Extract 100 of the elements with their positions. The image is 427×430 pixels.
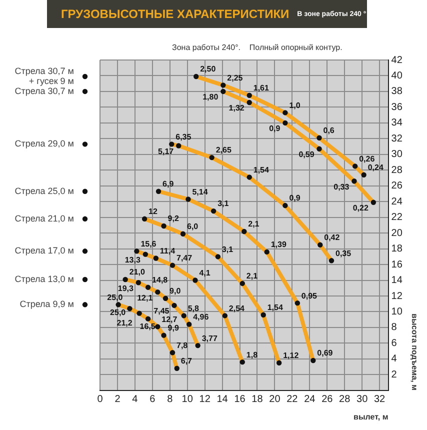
annotation: 2,25: [227, 73, 244, 82]
annotation: 1,54: [253, 165, 270, 174]
x-tick-label: 8: [167, 394, 174, 406]
annotation: 16,5: [140, 322, 156, 332]
annotation: 0,33: [334, 182, 350, 192]
x-tick-label: 20: [269, 394, 281, 406]
legend-label: Стрела 17,0 м: [14, 246, 74, 256]
annotation: 1,39: [270, 240, 287, 250]
annotation: 1,12: [283, 351, 300, 360]
annotation: 12,7: [162, 314, 178, 324]
x-tick-label: 28: [339, 394, 351, 406]
annotation: 0,42: [324, 233, 340, 242]
chart-title: ГРУЗОВЫСОТНЫЕ ХАРАКТЕРИСТИКИ: [61, 7, 290, 21]
y-tick-label: 22: [391, 212, 403, 224]
annotation: 0,22: [352, 204, 369, 213]
x-axis-title: вылет, м: [354, 412, 388, 422]
x-tick-label: 26: [322, 394, 334, 406]
annotation: 25,0: [107, 292, 124, 302]
y-tick-label: 4: [391, 354, 398, 365]
x-tick-label: 32: [374, 394, 386, 406]
y-tick-label: 18: [391, 244, 403, 255]
legend-label: Стрела 30,7 м: [14, 86, 74, 96]
annotation: 0,69: [317, 348, 334, 358]
y-tick-label: 14: [391, 275, 403, 286]
x-tick-label: 24: [304, 394, 316, 406]
annotation: 1,32: [228, 104, 245, 113]
annotation: 2,65: [216, 146, 232, 155]
annotation: 3,1: [222, 244, 234, 254]
x-tick-label: 2: [114, 394, 121, 406]
annotation: 0,9: [289, 194, 301, 203]
y-tick-label: 34: [391, 118, 403, 129]
annotation: 0,59: [298, 150, 315, 160]
y-tick-label: 30: [391, 149, 403, 160]
y-tick-label: 8: [391, 322, 398, 334]
legend-label: Стрела 13,0 м: [14, 274, 74, 284]
annotation: 0,9: [269, 124, 281, 134]
legend-label: Стрела 30,7 м + гусек 9 м: [14, 66, 74, 86]
y-tick-label: 2: [391, 369, 398, 380]
annotation: 6,9: [162, 180, 174, 189]
y-tick-label: 32: [391, 133, 403, 144]
annotation: 2,1: [248, 220, 260, 229]
annotation: 0,6: [323, 126, 335, 136]
x-tick-label: 6: [150, 394, 156, 406]
text: Зона работы 240°. Полный опорный контур.: [172, 43, 342, 52]
annotation: 3,77: [202, 334, 218, 343]
annotation: 15,6: [140, 239, 157, 248]
x-tick-label: 16: [234, 394, 246, 406]
annotation: 1,8: [246, 350, 258, 360]
y-tick-label: 6: [391, 338, 398, 349]
x-tick-label: 12: [199, 394, 211, 406]
annotation: 1,61: [253, 84, 270, 93]
y-axis-title: высота подъема, м: [410, 314, 419, 390]
annotation: 11,4: [160, 246, 176, 256]
legend-label: Стрела 9,9 м: [20, 299, 74, 310]
y-tick-label: 26: [391, 180, 403, 192]
annotation: 3,1: [218, 199, 230, 208]
y-tick-label: 28: [391, 164, 403, 176]
annotation: 1,0: [289, 100, 301, 110]
x-tick-label: 10: [182, 394, 194, 406]
annotation: 0,26: [359, 154, 376, 164]
legend-label: Стрела 21,0 м: [14, 213, 74, 224]
annotation: 5,17: [158, 146, 174, 156]
annotation: 19,3: [118, 284, 134, 293]
legend-label: Стрела 25,0 м: [14, 186, 74, 196]
x-tick-label: 22: [286, 394, 298, 406]
y-tick-label: 20: [391, 228, 403, 239]
x-tick-label: 0: [97, 394, 104, 406]
annotation: 1,54: [267, 303, 284, 312]
x-tick-label: 4: [132, 394, 138, 406]
annotation: 6,0: [186, 222, 199, 232]
annotation: 6,35: [176, 132, 192, 142]
y-tick-label: 10: [391, 306, 403, 318]
annotation: 6,7: [180, 356, 193, 366]
annotation: 9,2: [168, 214, 180, 224]
y-tick-label: 36: [391, 102, 403, 113]
annotation: 12: [148, 207, 158, 216]
annotation: 14,8: [152, 276, 168, 285]
y-tick-label: 24: [391, 196, 403, 208]
y-tick-label: 40: [391, 70, 403, 82]
annotation: 7,47: [176, 254, 193, 263]
annotation: 0,95: [301, 291, 318, 300]
annotation: 2,50: [200, 64, 216, 74]
x-tick-label: 30: [356, 394, 368, 406]
y-tick-label: 12: [391, 290, 403, 302]
y-tick-label: 16: [391, 259, 403, 270]
annotation: 25,0: [110, 308, 126, 317]
x-tick-label: 18: [252, 394, 264, 406]
annotation: 9,0: [170, 286, 182, 296]
annotation: 1,80: [202, 92, 219, 102]
annotation: 13,3: [124, 256, 141, 265]
annotation: 21,2: [116, 318, 133, 328]
annotation: 21,0: [129, 268, 146, 277]
y-tick-label: 42: [391, 54, 403, 66]
annotation: 5,14: [192, 187, 208, 196]
annotation: 4,1: [199, 268, 211, 278]
x-tick-label: 14: [216, 394, 228, 406]
annotation: 5,8: [188, 304, 200, 313]
annotation: 4,96: [193, 312, 210, 322]
y-tick-label: 38: [391, 86, 403, 98]
annotation: 2,54: [228, 304, 246, 313]
